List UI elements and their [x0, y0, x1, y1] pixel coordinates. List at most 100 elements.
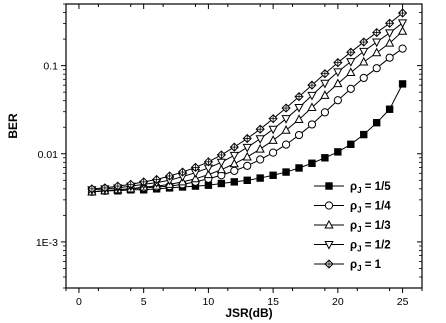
data-point: [216, 164, 226, 174]
data-point: [281, 125, 291, 134]
legend: ρJ = 1/5 ρJ = 1/4 ρJ = 1/3 ρJ = 1/2 ρJ = 1: [314, 181, 391, 273]
data-point: [346, 84, 355, 93]
data-point: [307, 91, 317, 101]
data-point: [385, 29, 395, 39]
legend-marker: [325, 182, 333, 190]
x-tick-label: 20: [332, 296, 344, 308]
data-point: [320, 79, 330, 89]
data-point: [268, 114, 278, 124]
data-point: [113, 181, 123, 191]
axes-layer: 0 5 10 15 20 25 1E-3 0.01 0.1: [36, 3, 423, 308]
data-point: [333, 58, 343, 68]
x-tick-label: 5: [141, 296, 147, 308]
legend-label: ρJ = 1: [350, 259, 382, 273]
data-point: [268, 135, 278, 144]
data-point: [152, 174, 162, 185]
data-point: [320, 69, 330, 79]
data-point: [190, 173, 201, 183]
data-point: [347, 140, 355, 149]
y-tick-label: 1E-3: [36, 237, 58, 249]
data-point: [372, 27, 382, 38]
y-tick-label: 0.01: [38, 149, 59, 161]
x-tick-label: 25: [397, 296, 409, 308]
data-point: [164, 171, 175, 181]
legend-marker: [324, 219, 334, 229]
data-point: [359, 56, 369, 66]
data-point: [230, 178, 238, 186]
data-point: [307, 120, 317, 129]
y-axis-title: BER: [6, 113, 20, 139]
data-point: [177, 167, 188, 177]
data-point: [307, 102, 317, 111]
data-point: [294, 114, 304, 123]
legend-marker: [324, 241, 334, 250]
legend-marker: [324, 201, 334, 210]
data-point: [139, 177, 149, 187]
data-point: [385, 53, 394, 62]
series-line: [91, 48, 403, 193]
data-point: [281, 115, 291, 124]
data-point: [360, 130, 368, 139]
data-point: [282, 168, 290, 176]
legend-entry: ρJ = 1/5: [314, 181, 391, 195]
data-point: [346, 58, 356, 67]
data-point: [397, 26, 408, 35]
data-point: [385, 105, 394, 113]
data-point: [372, 119, 381, 127]
data-point: [281, 103, 291, 113]
data-point: [255, 135, 265, 144]
data-point: [243, 176, 251, 184]
data-point: [295, 164, 303, 172]
data-point: [359, 73, 368, 83]
data-point: [256, 155, 265, 164]
data-point: [307, 80, 317, 90]
data-point: [398, 44, 407, 53]
x-tick-label: 10: [203, 296, 215, 308]
data-point: [229, 158, 239, 168]
series-5: [87, 8, 408, 194]
data-point: [359, 47, 369, 57]
plot-frame: [65, 3, 423, 289]
legend-label: ρJ = 1/2: [350, 240, 391, 254]
data-point: [359, 37, 369, 47]
data-point: [242, 133, 252, 144]
legend-marker: [324, 259, 334, 269]
data-point: [203, 157, 214, 167]
data-point: [87, 184, 97, 194]
data-point: [242, 143, 252, 153]
data-point: [398, 80, 407, 88]
data-point: [126, 179, 136, 189]
legend-label: ρJ = 1/5: [350, 181, 391, 195]
data-point: [268, 125, 278, 135]
data-point: [229, 151, 239, 161]
data-point: [216, 150, 226, 160]
data-point: [294, 103, 304, 113]
data-point: [217, 179, 226, 188]
data-point: [333, 68, 343, 77]
data-point: [242, 151, 252, 161]
data-point: [372, 38, 382, 48]
data-point: [269, 148, 278, 157]
y-tick-label: 0.1: [43, 61, 58, 73]
data-point: [321, 154, 329, 162]
data-point: [333, 78, 343, 88]
data-point: [397, 8, 408, 18]
data-point: [372, 64, 381, 73]
data-point: [385, 18, 395, 28]
legend-label: ρJ = 1/3: [350, 220, 391, 234]
data-point: [294, 130, 304, 140]
data-point: [216, 158, 226, 168]
series-layer: [87, 8, 408, 196]
data-point: [320, 90, 330, 99]
legend-entry: ρJ = 1: [314, 259, 382, 273]
data-point: [385, 37, 395, 47]
data-point: [243, 161, 252, 170]
data-point: [397, 19, 408, 29]
data-point: [256, 174, 264, 182]
legend-entry: ρJ = 1/4: [314, 201, 391, 215]
legend-entry: ρJ = 1/3: [314, 219, 391, 234]
x-axis-title: JSR(dB): [225, 306, 272, 320]
data-point: [294, 92, 304, 102]
data-point: [203, 169, 214, 179]
